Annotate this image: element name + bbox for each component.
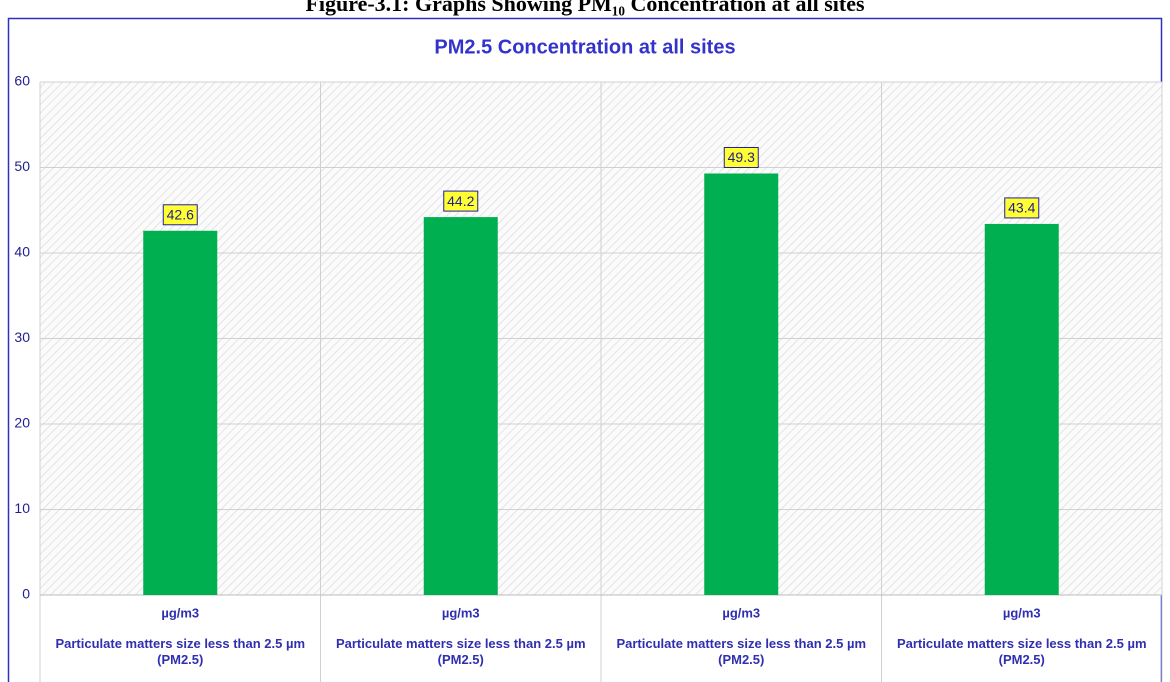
x-category-box: Particulate matters size less than 2.5 µ… bbox=[616, 636, 867, 667]
value-label-box bbox=[162, 204, 198, 226]
x-unit-label: µg/m3 bbox=[161, 605, 199, 620]
y-tick-label: 60 bbox=[14, 73, 30, 89]
x-category-box: Particulate matters size less than 2.5 µ… bbox=[335, 636, 586, 667]
x-category-box: Particulate matters size less than 2.5 µ… bbox=[55, 636, 306, 667]
x-category-box: Particulate matters size less than 2.5 µ… bbox=[896, 636, 1147, 667]
chart-title: PM2.5 Concentration at all sites bbox=[434, 36, 735, 58]
value-label: 43.4 bbox=[1008, 200, 1035, 216]
x-tick-label: Particulate matters size less than 2.5 µ… bbox=[896, 636, 1147, 667]
value-label: 44.2 bbox=[447, 193, 474, 209]
value-label-box bbox=[443, 190, 479, 212]
y-tick-label: 30 bbox=[14, 329, 30, 345]
bar bbox=[143, 230, 218, 595]
value-label: 42.6 bbox=[167, 206, 194, 222]
x-tick-label: Particulate matters size less than 2.5 µ… bbox=[55, 636, 306, 667]
x-unit-label: µg/m3 bbox=[1003, 605, 1041, 620]
y-tick-label: 0 bbox=[22, 586, 30, 602]
bar bbox=[423, 217, 498, 595]
bar bbox=[704, 173, 779, 596]
y-tick-label: 10 bbox=[14, 500, 30, 516]
x-unit-label: µg/m3 bbox=[722, 605, 760, 620]
y-tick-label: 20 bbox=[14, 415, 30, 431]
value-label-box bbox=[723, 146, 759, 168]
value-label: 49.3 bbox=[728, 149, 755, 165]
figure-caption: Figure-3.1: Graphs Showing PM₁₀ Concentr… bbox=[305, 0, 865, 16]
bar bbox=[984, 223, 1059, 595]
value-label-box bbox=[1004, 197, 1040, 219]
x-tick-label: Particulate matters size less than 2.5 µ… bbox=[616, 636, 867, 667]
y-tick-label: 40 bbox=[14, 244, 30, 260]
x-tick-label: Particulate matters size less than 2.5 µ… bbox=[335, 636, 586, 667]
x-unit-label: µg/m3 bbox=[442, 605, 480, 620]
y-tick-label: 50 bbox=[14, 158, 30, 174]
